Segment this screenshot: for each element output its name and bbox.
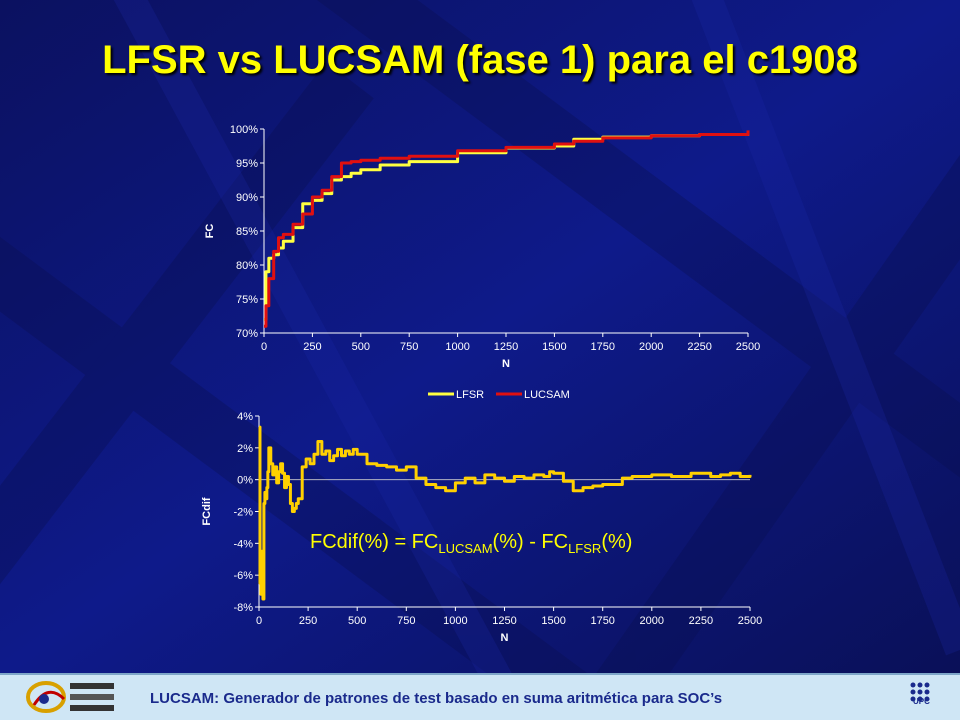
slide-background	[0, 0, 960, 673]
series-line-fcdif	[258, 425, 752, 601]
x-tick-label: 500	[352, 341, 370, 353]
y-tick-label: 2%	[237, 443, 253, 455]
x-tick-label: 500	[348, 615, 366, 627]
y-tick-label: 4%	[237, 411, 253, 423]
y-tick-label: 75%	[236, 294, 258, 306]
x-axis-label: N	[502, 358, 510, 370]
y-tick-label: 0%	[237, 475, 253, 487]
x-tick-label: 1250	[494, 341, 518, 353]
x-tick-label: 1250	[492, 615, 516, 627]
footer-text: LUCSAM: Generador de patrones de test ba…	[150, 690, 723, 707]
formula-subscript: LFSR	[568, 541, 601, 556]
slide-title: LFSR vs LUCSAM (fase 1) para el c1908	[102, 38, 858, 82]
charts-area: 70% 75% 80% 85% 90% 95% 100% 0 250 500 750 1000 1250…	[201, 124, 762, 644]
formula-subscript: LUCSAM	[438, 541, 492, 556]
x-tick-label: 750	[400, 341, 418, 353]
x-tick-label: 2000	[640, 615, 664, 627]
y-tick-label: -4%	[233, 538, 253, 550]
y-axis-label: FC	[204, 224, 216, 239]
x-tick-label: 1750	[591, 341, 615, 353]
formula-text: FCdif(%) = FC	[310, 531, 438, 553]
x-tick-label: 750	[397, 615, 415, 627]
y-tick-label: 80%	[236, 260, 258, 272]
legend: LFSR LUCSAM	[428, 389, 570, 401]
formula-text: (%)	[601, 531, 632, 553]
x-tick-label: 1750	[590, 615, 614, 627]
series-line-lucsam	[264, 130, 750, 328]
x-tick-label: 0	[261, 341, 267, 353]
x-tick-label: 1500	[541, 615, 565, 627]
footer-bar: LUCSAM: Generador de patrones de test ba…	[0, 673, 960, 720]
fcdif-chart: -8% -6% -4% -2% 0% 2% 4% 0 250 500 750 1000 1250 1500…	[201, 411, 762, 644]
x-tick-label: 2000	[639, 341, 663, 353]
x-tick-label: 2250	[689, 615, 713, 627]
y-tick-label: 95%	[236, 158, 258, 170]
x-tick-label: 250	[299, 615, 317, 627]
upc-logo-text: UPC	[913, 697, 930, 706]
x-axis-label: N	[501, 632, 509, 644]
upc-logo	[910, 682, 930, 702]
y-tick-label: 100%	[230, 124, 258, 136]
formula-text: (%) - FC	[493, 531, 569, 553]
y-tick-label: 85%	[236, 226, 258, 238]
legend-label-lfsr: LFSR	[456, 389, 484, 401]
x-tick-label: 2500	[736, 341, 760, 353]
y-tick-label: 90%	[236, 192, 258, 204]
y-tick-label: -8%	[233, 602, 253, 614]
y-tick-label: -2%	[233, 507, 253, 519]
lucsam-logo	[26, 681, 114, 713]
formula-annotation: FCdif(%) = FCLUCSAM(%) - FCLFSR(%)	[310, 531, 632, 556]
x-tick-label: 1000	[443, 615, 467, 627]
x-tick-label: 2250	[687, 341, 711, 353]
x-tick-label: 1500	[542, 341, 566, 353]
y-tick-label: -6%	[233, 570, 253, 582]
x-tick-label: 1000	[445, 341, 469, 353]
x-tick-label: 0	[256, 615, 262, 627]
fc-chart: 70% 75% 80% 85% 90% 95% 100% 0 250 500 750 1000 1250…	[204, 124, 760, 401]
series-line-lfsr	[264, 132, 750, 321]
y-axis-label: FCdif	[201, 497, 213, 525]
legend-label-lucsam: LUCSAM	[524, 389, 570, 401]
x-tick-label: 2500	[738, 615, 762, 627]
y-tick-label: 70%	[236, 328, 258, 340]
x-tick-label: 250	[303, 341, 321, 353]
